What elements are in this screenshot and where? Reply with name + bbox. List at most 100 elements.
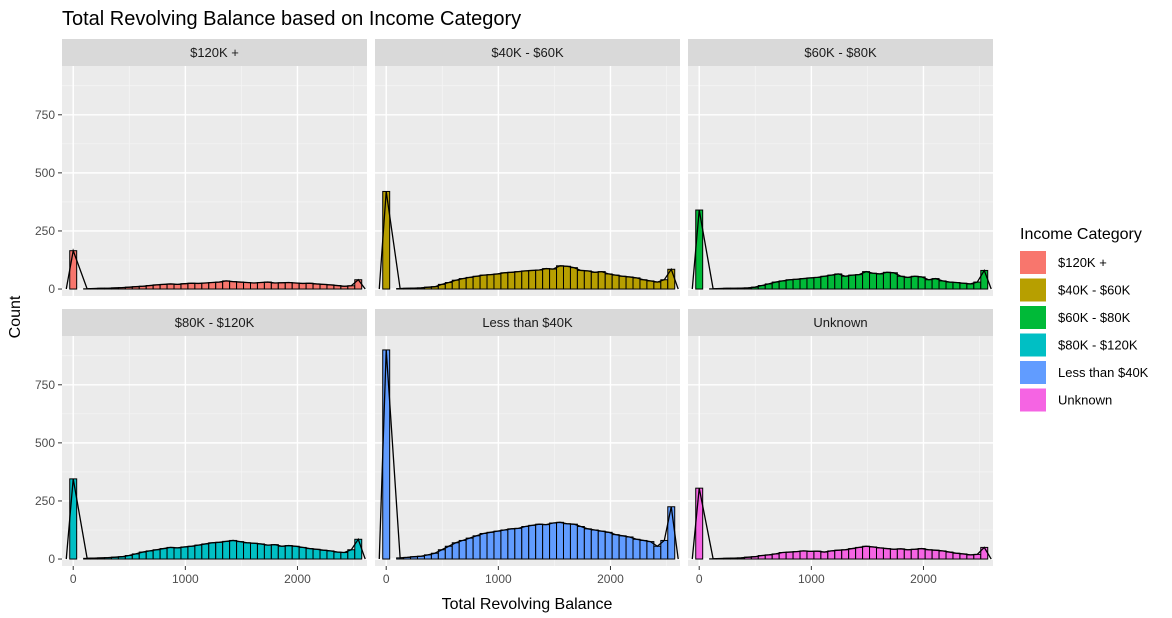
facet-strip [375, 39, 680, 66]
y-tick-label: 500 [35, 436, 55, 450]
histogram-bar [145, 550, 154, 560]
histogram-bar [813, 550, 822, 560]
histogram-bar [980, 269, 989, 290]
histogram-bar [500, 272, 509, 290]
histogram-bar [222, 280, 231, 290]
histogram-bar [229, 281, 238, 290]
histogram-bar [590, 529, 599, 560]
x-tick-label: 0 [70, 572, 77, 586]
histogram-bar [528, 269, 537, 290]
legend-label: $120K + [1058, 255, 1107, 270]
histogram-bar [194, 282, 203, 290]
facet-panel: Less than $40K 0 1000 2000 [375, 309, 680, 586]
histogram-bar [875, 273, 884, 290]
histogram-bar [521, 270, 530, 290]
histogram-bar [333, 551, 342, 560]
histogram-bar [201, 543, 210, 560]
histogram-bar [465, 276, 474, 290]
panel-background [688, 336, 993, 566]
histogram-bar [236, 541, 245, 560]
x-axis-title: Total Revolving Balance [442, 596, 613, 613]
frequency-polygon-line [378, 191, 679, 290]
histogram-bar [820, 275, 829, 290]
histogram-bar [236, 281, 245, 290]
histogram-bar [291, 545, 300, 560]
histogram-bar [263, 544, 272, 560]
histogram-bar [326, 550, 335, 560]
histogram-bar [875, 547, 884, 560]
legend-title: Income Category [1020, 226, 1142, 243]
histogram-bar [827, 274, 836, 290]
histogram-bar [917, 276, 926, 290]
x-tick-label: 2000 [284, 572, 311, 586]
panel-background [375, 66, 680, 296]
facet-strip [62, 309, 367, 336]
histogram-bar [215, 281, 224, 290]
histogram-bar [632, 277, 641, 290]
histogram-bar [646, 280, 655, 290]
legend-swatch [1020, 361, 1046, 384]
histogram-bar [256, 543, 265, 560]
histogram-bar [855, 274, 864, 290]
facet-label: $120K + [190, 45, 239, 60]
histogram-bar [862, 545, 871, 560]
histogram-bar [583, 270, 592, 290]
legend-swatch [1020, 306, 1046, 329]
histogram-bar [284, 282, 293, 290]
histogram-bar [187, 545, 196, 560]
histogram-bar [667, 506, 676, 560]
histogram-bar [521, 526, 530, 560]
frequency-polygon-line [691, 488, 992, 560]
histogram-bar [576, 526, 585, 560]
histogram-bar [194, 544, 203, 560]
histogram-bar [173, 283, 182, 290]
histogram-bar [632, 538, 641, 560]
histogram-bar [270, 544, 279, 560]
y-tick-label: 250 [35, 224, 55, 238]
chart-title: Total Revolving Balance based on Income … [62, 8, 521, 30]
facet-panel: Unknown 0 1000 2000 [688, 309, 993, 586]
legend-swatch [1020, 333, 1046, 357]
histogram-bar [173, 547, 182, 560]
histogram-bar [778, 280, 787, 290]
histogram-bar [493, 273, 502, 290]
histogram-bar [486, 531, 495, 560]
histogram-bar [472, 275, 481, 290]
facet-label: $40K - $60K [491, 45, 564, 60]
legend-label: $40K - $60K [1058, 283, 1131, 298]
histogram-bar [639, 279, 648, 290]
histogram-bar [486, 274, 495, 290]
x-tick-label: 2000 [910, 572, 937, 586]
histogram-bar [270, 282, 279, 290]
histogram-bar [298, 546, 307, 560]
histogram-bar [889, 272, 898, 290]
histogram-bar [451, 542, 460, 560]
histogram-bar [528, 524, 537, 560]
facet-panel: $120K + 0 250 500 750 [35, 39, 367, 296]
facet-label: Less than $40K [482, 315, 573, 330]
histogram-bar [472, 535, 481, 560]
legend-label: Unknown [1058, 393, 1112, 408]
facet-panel: $40K - $60K [375, 39, 680, 296]
histogram-bar [284, 545, 293, 560]
histogram-bar [493, 530, 502, 560]
histogram-bar [277, 545, 286, 560]
histogram-bar [458, 539, 467, 560]
histogram-bar [618, 535, 627, 560]
facet-label: Unknown [813, 315, 867, 330]
histogram-bar [785, 279, 794, 290]
histogram-bar [639, 539, 648, 560]
histogram-bar [896, 275, 905, 290]
histogram-bar [180, 546, 189, 560]
histogram-bar [938, 550, 947, 560]
facet-panels: $120K + 0 250 500 750 $40K - $60K $60K - $80K $… [35, 39, 993, 586]
x-tick-label: 1000 [172, 572, 199, 586]
legend-swatch [1020, 251, 1046, 274]
histogram-bar [256, 282, 265, 290]
histogram-bar [201, 282, 210, 290]
histogram-bar [569, 523, 578, 560]
histogram-bar [569, 267, 578, 290]
histogram-bar [903, 276, 912, 290]
frequency-polygon-line [378, 349, 679, 560]
